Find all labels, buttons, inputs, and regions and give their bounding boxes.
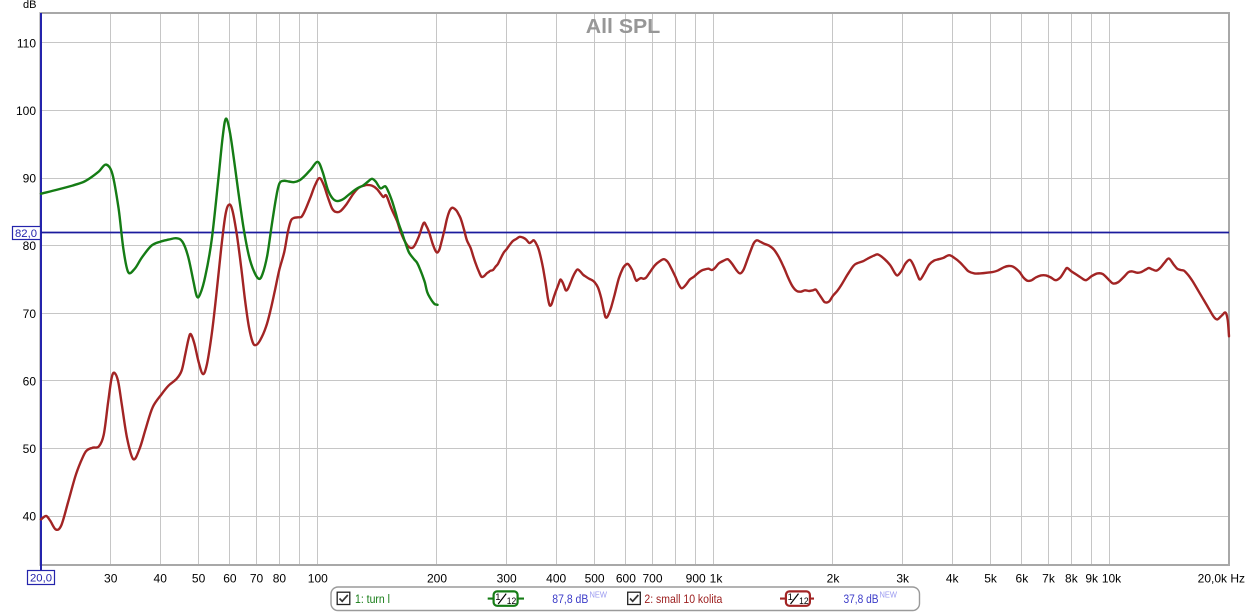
svg-text:100: 100 (308, 572, 328, 586)
svg-text:80: 80 (23, 239, 37, 253)
svg-text:9k: 9k (1085, 572, 1099, 586)
svg-text:4k: 4k (946, 572, 960, 586)
svg-text:NEW: NEW (590, 590, 608, 599)
svg-text:40: 40 (23, 510, 37, 524)
svg-text:12: 12 (799, 596, 809, 607)
svg-text:All SPL: All SPL (586, 16, 661, 38)
svg-text:2: small 10 kolita: 2: small 10 kolita (644, 592, 722, 606)
svg-text:10k: 10k (1102, 572, 1122, 586)
svg-text:500: 500 (585, 572, 605, 586)
svg-text:1: turn l: 1: turn l (355, 592, 390, 606)
svg-text:700: 700 (642, 572, 662, 586)
svg-text:20,0k Hz: 20,0k Hz (1198, 572, 1245, 586)
svg-text:600: 600 (616, 572, 636, 586)
svg-text:70: 70 (23, 307, 37, 321)
svg-text:50: 50 (23, 442, 37, 456)
svg-text:87,8 dB: 87,8 dB (552, 592, 588, 606)
svg-text:12: 12 (507, 596, 517, 607)
svg-text:82,0: 82,0 (15, 228, 37, 240)
svg-text:60: 60 (23, 374, 37, 388)
svg-text:37,8 dB: 37,8 dB (844, 592, 879, 606)
svg-text:2k: 2k (827, 572, 841, 586)
svg-text:dB: dB (23, 0, 36, 11)
svg-text:20,0: 20,0 (30, 573, 52, 585)
svg-text:110: 110 (17, 37, 36, 51)
svg-text:NEW: NEW (880, 590, 898, 599)
svg-text:3k: 3k (896, 572, 910, 586)
svg-text:8k: 8k (1065, 572, 1079, 586)
svg-text:70: 70 (250, 572, 264, 586)
svg-text:1k: 1k (710, 572, 724, 586)
svg-text:30: 30 (104, 572, 118, 586)
svg-text:50: 50 (192, 572, 206, 586)
svg-text:100: 100 (16, 104, 36, 118)
svg-text:7k: 7k (1042, 572, 1056, 586)
svg-text:90: 90 (23, 172, 37, 186)
svg-text:200: 200 (427, 572, 447, 586)
svg-text:900: 900 (686, 572, 706, 586)
svg-text:5k: 5k (984, 572, 998, 586)
svg-text:6k: 6k (1016, 572, 1030, 586)
svg-text:80: 80 (273, 572, 287, 586)
svg-text:400: 400 (546, 572, 566, 586)
svg-text:40: 40 (154, 572, 168, 586)
svg-text:1: 1 (788, 592, 793, 603)
svg-text:300: 300 (497, 572, 517, 586)
svg-text:60: 60 (223, 572, 237, 586)
svg-text:1: 1 (495, 592, 500, 603)
